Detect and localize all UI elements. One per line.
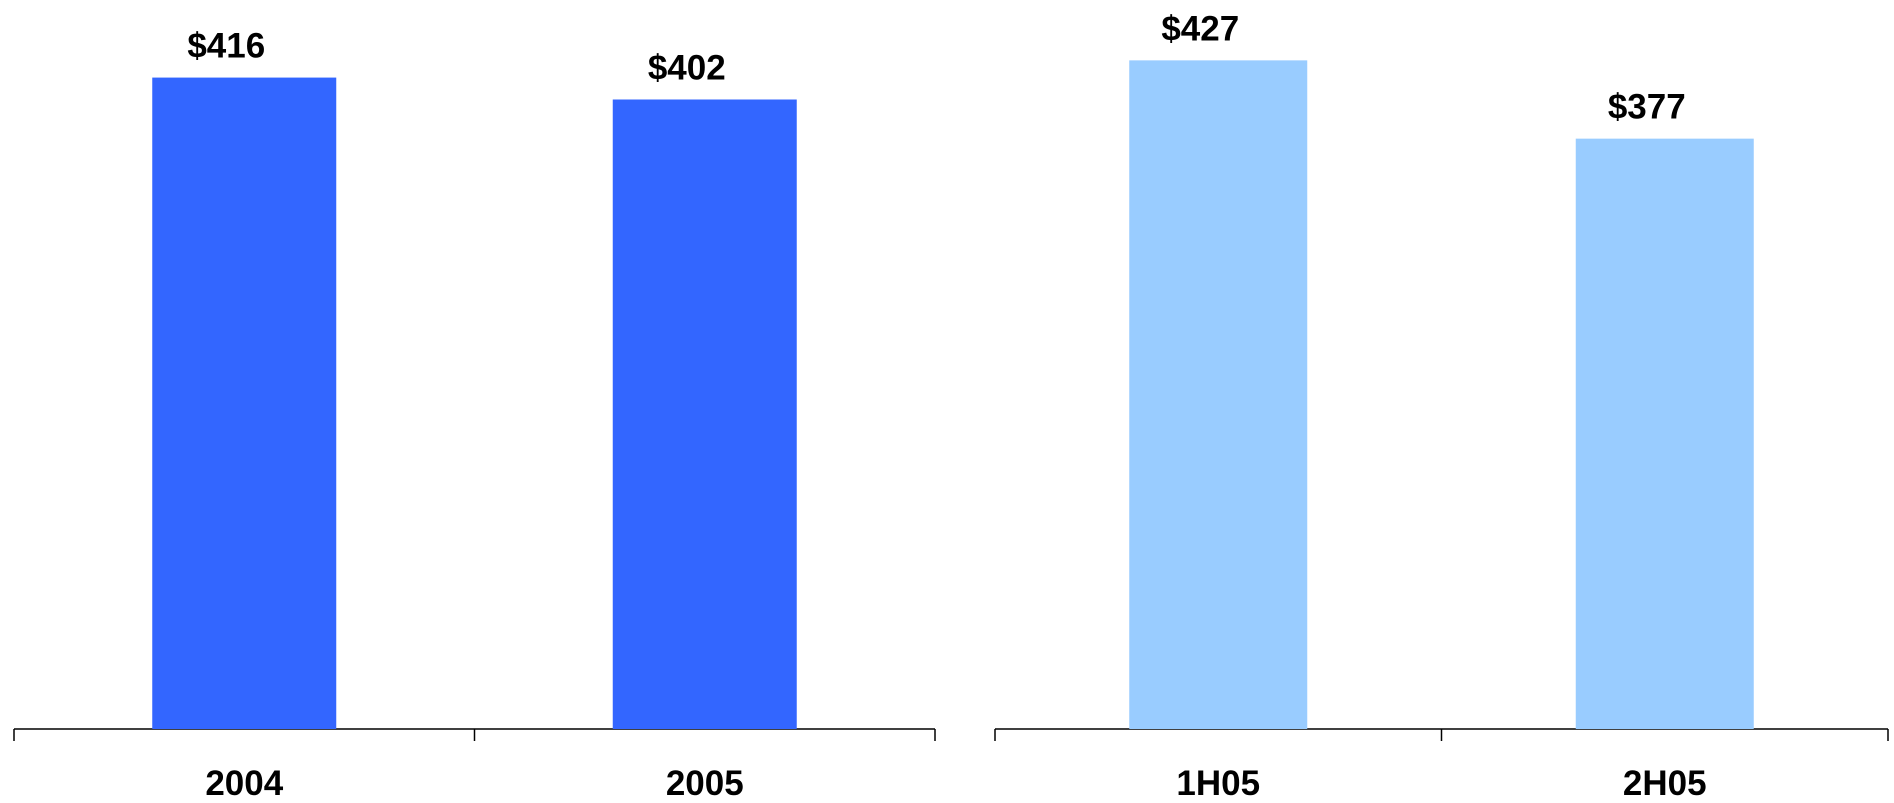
bar-1h05 <box>1129 60 1308 730</box>
x-tick-label-2h05: 2H05 <box>1623 764 1707 803</box>
bar-2004 <box>152 77 337 730</box>
x-tick-label-2004: 2004 <box>205 764 283 803</box>
x-tick-label-2005: 2005 <box>666 764 744 803</box>
chart-annual: $416 2004 $402 2005 <box>13 27 936 803</box>
data-label-2005: $402 <box>648 49 726 88</box>
bar-2005 <box>612 99 797 730</box>
data-label-2004: $416 <box>187 27 265 66</box>
x-tick-label-1h05: 1H05 <box>1176 764 1260 803</box>
data-label-1h05: $427 <box>1161 9 1239 48</box>
chart-half-year: $427 1H05 $377 2H05 <box>994 9 1889 803</box>
data-label-2h05: $377 <box>1608 88 1686 127</box>
bar-2h05 <box>1575 138 1754 729</box>
